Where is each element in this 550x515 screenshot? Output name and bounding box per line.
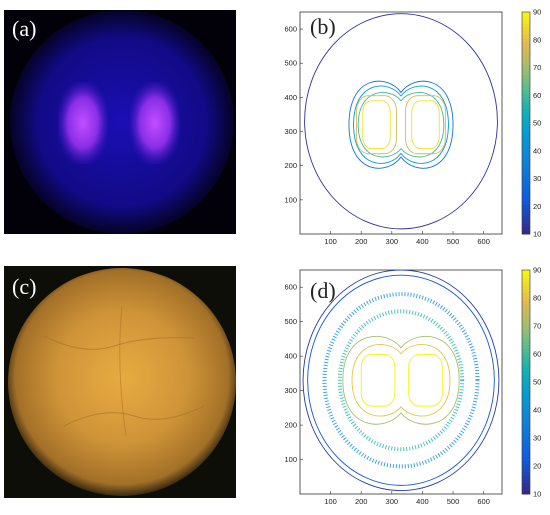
panel-b-colorbar-label-10: 10	[533, 230, 541, 239]
panel-d-xtick-label-300: 300	[386, 497, 399, 506]
panel-b-xtick-label-400: 400	[416, 237, 429, 246]
panel-b-contour-75-left	[356, 95, 397, 155]
panel-c-crack-1	[43, 335, 195, 350]
panel-d-contour-88-right	[408, 353, 443, 407]
panel-b-ytick-label-100: 100	[284, 195, 297, 204]
panel-b-contour-45	[353, 85, 449, 164]
panel-a-left-spot	[58, 82, 108, 164]
panel-d-contour-20	[307, 274, 495, 486]
panel-c-label: (c)	[12, 274, 37, 299]
panel-b-contour-75-right	[405, 95, 446, 155]
panel-d-contour-55	[337, 309, 465, 452]
panel-b-ytick-label-300: 300	[284, 127, 297, 136]
panel-d-contour-14	[302, 270, 500, 491]
panel-d-colorbar-label-50: 50	[533, 378, 541, 387]
panel-b-xtick-label-100: 100	[324, 237, 337, 246]
panel-d-contour-88-left	[360, 353, 396, 407]
panel-d-colorbar: 10 20 30 40 50 60 70 80 90	[521, 266, 541, 499]
panel-d-contour-plot: 100 200 300 400 500 600 100 200 300 400 500 600 10 20…	[284, 266, 541, 507]
panel-d-label: (d)	[310, 278, 336, 303]
panel-b-label: (b)	[310, 14, 336, 39]
panel-a-right-spot	[130, 82, 180, 164]
panel-d-contour-40	[322, 292, 480, 469]
panel-b-colorbar-label-90: 90	[533, 8, 541, 17]
panel-b-xtick-label-200: 200	[355, 237, 368, 246]
panel-a: (a)	[4, 10, 236, 234]
panel-b-contour-85-left	[362, 100, 391, 150]
panel-b-colorbar-label-20: 20	[533, 202, 541, 211]
panel-c-crack-3	[119, 305, 127, 437]
panel-d-ytick-label-300: 300	[284, 386, 297, 395]
panel-b-xtick-label-600: 600	[477, 237, 490, 246]
panel-b-xtick-label-500: 500	[447, 237, 460, 246]
panel-c-crack-2	[63, 405, 205, 427]
panel-d-contour-70	[342, 335, 460, 425]
panel-c-disc	[8, 268, 236, 496]
panel-b-colorbar-label-70: 70	[533, 63, 541, 72]
panel-d-colorbar-label-60: 60	[533, 350, 541, 359]
panel-b-axes-frame	[299, 11, 503, 235]
panel-d-contour-80	[351, 344, 451, 417]
panel-b-xtick-label-300: 300	[386, 237, 399, 246]
panel-d-colorbar-label-30: 30	[533, 434, 541, 443]
panel-d-colorbar-label-90: 90	[533, 266, 541, 275]
panel-d-ytick-label-100: 100	[284, 455, 297, 464]
panel-d: 100 200 300 400 500 600 100 200 300 400 500 600 10 20…	[274, 262, 550, 510]
panel-a-label: (a)	[12, 16, 37, 41]
panel-d-xtick-label-500: 500	[447, 497, 460, 506]
panel-b-colorbar-label-40: 40	[533, 146, 541, 155]
panel-b-colorbar-label-80: 80	[533, 35, 541, 44]
panel-d-xtick-label-600: 600	[477, 497, 490, 506]
panel-d-ytick-label-400: 400	[284, 352, 297, 361]
panel-b-contours	[304, 13, 498, 230]
panel-c: (c)	[4, 266, 236, 498]
panel-d-colorbar-label-10: 10	[533, 490, 541, 499]
panel-c-photo	[4, 266, 236, 498]
panel-b-contour-12	[304, 13, 498, 230]
panel-b-ytick-label-400: 400	[284, 93, 297, 102]
panel-b-contour-85-right	[411, 100, 440, 150]
panel-d-colorbar-label-20: 20	[533, 462, 541, 471]
panel-b-colorbar: 10 20 30 40 50 60 70 80 90	[521, 8, 541, 239]
panel-b-colorbar-label-50: 50	[533, 119, 541, 128]
panel-b-contour-60	[357, 92, 445, 158]
panel-d-xtick-label-400: 400	[416, 497, 429, 506]
panel-d-colorbar-label-40: 40	[533, 406, 541, 415]
panel-d-colorbar-label-70: 70	[533, 322, 541, 331]
panel-d-colorbar-label-80: 80	[533, 294, 541, 303]
panel-b: 100 200 300 400 500 600 100 200 300 400 500 600 10 20…	[274, 4, 550, 250]
panel-a-photo	[4, 10, 236, 234]
panel-d-contours	[302, 270, 500, 491]
panel-d-xtick-label-100: 100	[324, 497, 337, 506]
panel-b-colorbar-label-60: 60	[533, 91, 541, 100]
panel-b-ytick-label-500: 500	[284, 59, 297, 68]
panel-b-contour-30	[348, 80, 454, 169]
panel-a-disc	[10, 10, 234, 234]
panel-b-ytick-label-200: 200	[284, 161, 297, 170]
panel-b-colorbar-label-30: 30	[533, 174, 541, 183]
panel-d-ytick-label-200: 200	[284, 421, 297, 430]
panel-d-ytick-label-600: 600	[284, 283, 297, 292]
panel-d-xtick-label-200: 200	[355, 497, 368, 506]
panel-d-ytick-label-500: 500	[284, 317, 297, 326]
panel-b-ytick-label-600: 600	[284, 25, 297, 34]
panel-b-contour-plot: 100 200 300 400 500 600 100 200 300 400 500 600 10 20…	[284, 8, 541, 247]
